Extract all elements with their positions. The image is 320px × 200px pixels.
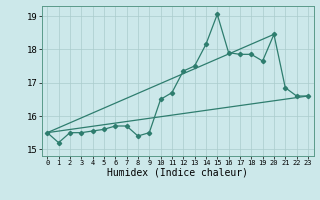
X-axis label: Humidex (Indice chaleur): Humidex (Indice chaleur) (107, 168, 248, 178)
